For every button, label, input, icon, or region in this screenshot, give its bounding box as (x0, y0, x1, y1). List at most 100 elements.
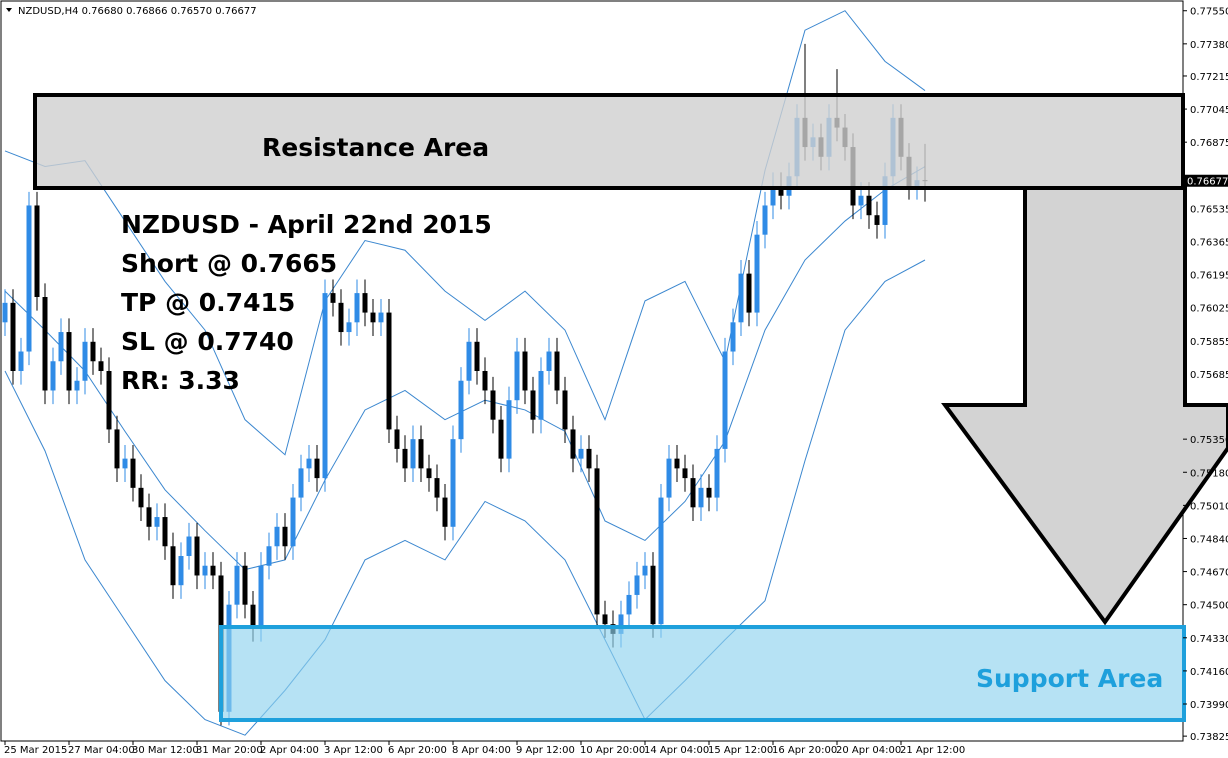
candle-body (594, 468, 600, 615)
candle-body (274, 526, 280, 547)
overlay: Resistance Area NZDUSD - April 22nd 2015… (33, 93, 1228, 722)
candle-body (146, 507, 152, 527)
candle-body (642, 565, 648, 576)
candle-body (778, 186, 784, 196)
candle-body (322, 293, 328, 479)
x-tick-label: 16 Apr 20:00 (772, 745, 837, 756)
x-tick-label: 9 Apr 12:00 (516, 745, 575, 756)
candle-body (50, 361, 56, 391)
candle-body (90, 341, 96, 362)
candle-body (514, 351, 520, 401)
candle-body (554, 351, 560, 391)
y-tick-label: 0.76875 (1190, 138, 1228, 149)
candle-body (250, 604, 256, 629)
candle-body (738, 273, 744, 323)
candle-body (370, 312, 376, 323)
candle-body (730, 322, 736, 352)
trade-tp: TP @ 0.7415 (121, 288, 295, 317)
x-tick-label: 27 Mar 04:00 (68, 745, 135, 756)
candle-body (282, 526, 288, 547)
candle-body (178, 556, 184, 586)
candle-body (530, 390, 536, 420)
candle-body (706, 487, 712, 498)
candle-body (154, 517, 160, 527)
candle-body (82, 341, 88, 381)
y-tick-label: 0.76025 (1190, 304, 1228, 315)
x-tick-label: 8 Apr 04:00 (452, 745, 511, 756)
x-tick-label: 20 Apr 04:00 (836, 745, 901, 756)
candle-body (458, 380, 464, 440)
candle-body (754, 234, 760, 313)
support-label: Support Area (976, 664, 1163, 693)
candle-body (138, 487, 144, 508)
candle-body (538, 371, 544, 420)
header-marker (6, 8, 12, 12)
candle-body (362, 293, 368, 313)
candle-body (482, 371, 488, 391)
y-tick-label: 0.77215 (1190, 72, 1228, 83)
candle-body (306, 458, 312, 469)
candle-body (234, 565, 240, 605)
y-tick-label: 0.75180 (1190, 468, 1228, 479)
candle-body (2, 302, 8, 323)
trade-sl: SL @ 0.7740 (121, 327, 294, 356)
candle-body (162, 517, 168, 547)
candle-body (330, 293, 336, 303)
candle-body (66, 332, 72, 391)
support-box (219, 625, 1186, 722)
y-tick-label: 0.77550 (1190, 7, 1228, 18)
down-arrow (941, 186, 1228, 626)
candle-body (122, 458, 128, 469)
candle-body (450, 439, 456, 527)
candle-body (714, 448, 720, 498)
x-tick-label: 30 Mar 12:00 (132, 745, 199, 756)
candle-body (106, 371, 112, 430)
candle-body (874, 215, 880, 225)
candle-body (522, 351, 528, 391)
x-tick-label: 15 Apr 12:00 (708, 745, 773, 756)
x-tick-label: 14 Apr 04:00 (644, 745, 709, 756)
bollinger-band (4, 259, 926, 736)
candle-body (666, 458, 672, 498)
candle-body (626, 594, 632, 615)
chart-header: NZDUSD,H4 0.76680 0.76866 0.76570 0.7667… (18, 6, 257, 17)
candle-body (602, 614, 608, 625)
candle-body (722, 351, 728, 449)
y-tick-label: 0.74670 (1190, 568, 1228, 579)
candle-body (770, 186, 776, 206)
x-tick-label: 10 Apr 20:00 (580, 745, 645, 756)
candle-body (634, 575, 640, 595)
y-tick-label: 0.77380 (1190, 40, 1228, 51)
candle-body (434, 478, 440, 498)
candle-body (34, 205, 40, 297)
candle-body (394, 429, 400, 449)
candle-body (698, 487, 704, 508)
candle-body (570, 429, 576, 459)
candle-body (202, 565, 208, 576)
candle-body (130, 458, 136, 488)
x-tick-label: 31 Mar 20:00 (196, 745, 263, 756)
y-tick-label: 0.74500 (1190, 601, 1228, 612)
candle-body (442, 497, 448, 527)
y-tick-label: 0.76535 (1190, 204, 1228, 215)
candle-body (194, 536, 200, 576)
trade-title: NZDUSD - April 22nd 2015 (121, 210, 492, 239)
candle-body (762, 205, 768, 235)
x-tick-label: 25 Mar 2015 (4, 745, 67, 756)
candle-body (546, 351, 552, 371)
y-tick-label: 0.73825 (1190, 732, 1228, 743)
candle-body (650, 565, 656, 625)
candle-body (882, 176, 888, 225)
y-tick-label: 0.73990 (1190, 700, 1228, 711)
candle-body (114, 429, 120, 469)
resistance-box (33, 93, 1185, 190)
candle-body (210, 565, 216, 576)
candle-body (18, 351, 24, 371)
candle-body (266, 546, 272, 566)
y-tick-label: 0.74840 (1190, 534, 1228, 545)
trade-short: Short @ 0.7665 (121, 249, 337, 278)
candle-body (338, 302, 344, 333)
candle-body (682, 468, 688, 479)
candle-body (410, 439, 416, 469)
